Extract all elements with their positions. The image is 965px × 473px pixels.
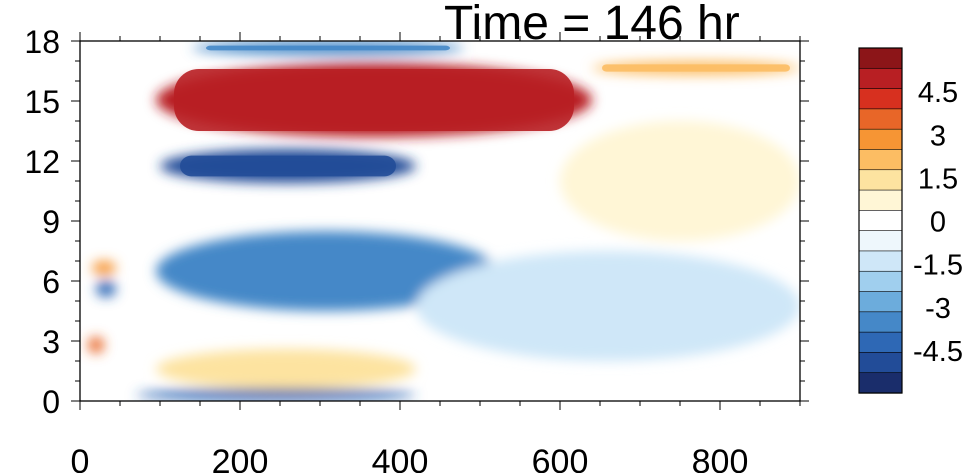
y-axis: 0 3 6 9 12 15 18 — [24, 24, 809, 420]
colorbar-label: 4.5 — [918, 77, 958, 109]
colorbar-swatch-15 — [858, 352, 903, 374]
contour-region-7 — [88, 337, 104, 353]
contour-region-5 — [156, 349, 416, 389]
colorbar-swatch-13 — [858, 311, 903, 333]
x-tick-label: 400 — [372, 443, 429, 473]
x-tick-label: 200 — [212, 443, 269, 473]
contour-region-9 — [92, 261, 116, 275]
contour-core-4 — [206, 45, 450, 51]
contour-region-10 — [560, 121, 800, 241]
colorbar-label: 3 — [930, 120, 946, 152]
x-axis: 0 200 400 600 800 — [71, 32, 801, 473]
colorbar-swatch-10 — [858, 250, 903, 272]
colorbar-swatch-0 — [858, 47, 903, 69]
colorbar-label: 0 — [930, 207, 946, 239]
colorbar-label: 1.5 — [918, 163, 958, 195]
y-tick-label: 3 — [42, 324, 60, 360]
x-tick-label: 0 — [71, 443, 90, 473]
colorbar-swatch-3 — [858, 108, 903, 130]
contour-region-6 — [136, 389, 416, 401]
x-tick-label: 800 — [692, 443, 749, 473]
contour-core-2 — [180, 155, 396, 177]
chart-title: Time = 146 hr — [444, 0, 740, 50]
colorbar-frame — [858, 47, 903, 394]
colorbar-label: -1.5 — [913, 250, 963, 282]
x-tick-label: 600 — [532, 443, 589, 473]
colorbar-swatch-11 — [858, 270, 903, 293]
colorbar-swatch-7 — [858, 189, 903, 211]
colorbar-swatch-8 — [858, 210, 903, 232]
contour-field — [80, 41, 800, 401]
colorbar-swatch-14 — [858, 331, 903, 354]
colorbar-swatch-2 — [858, 88, 903, 110]
y-tick-label: 6 — [42, 264, 60, 300]
contour-region-11 — [416, 251, 800, 361]
colorbar: 4.5 3 1.5 0 -1.5 -3 -4.5 — [858, 47, 963, 394]
y-tick-label: 18 — [24, 24, 60, 60]
contour-region-8 — [96, 281, 116, 297]
contour-region-3 — [156, 231, 496, 311]
colorbar-swatch-5 — [858, 149, 903, 171]
y-tick-label: 9 — [42, 204, 60, 240]
contour-core-0 — [174, 69, 574, 131]
colorbar-swatch-6 — [858, 169, 903, 191]
colorbar-swatch-1 — [858, 67, 903, 90]
colorbar-label: -4.5 — [913, 336, 963, 368]
colorbar-swatch-4 — [858, 128, 903, 151]
y-tick-label: 12 — [24, 144, 60, 180]
colorbar-swatch-9 — [858, 230, 903, 252]
colorbar-label: -3 — [925, 293, 951, 325]
colorbar-swatch-12 — [858, 291, 903, 313]
colorbar-swatch-16 — [858, 372, 903, 394]
y-tick-label: 0 — [42, 384, 60, 420]
contour-core-1 — [602, 64, 790, 72]
y-tick-label: 15 — [24, 84, 60, 120]
